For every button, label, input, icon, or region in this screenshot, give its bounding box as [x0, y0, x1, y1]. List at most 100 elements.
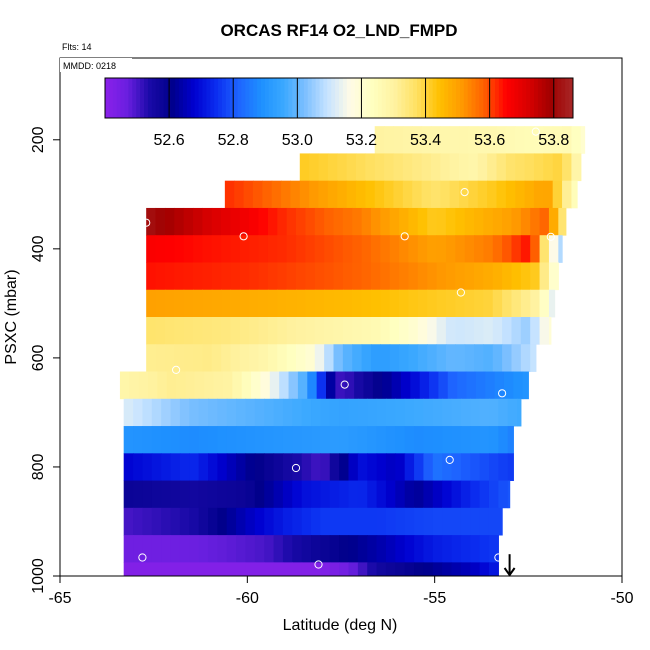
heatmap-cell-11 [432, 426, 443, 454]
heatmap-cell-0 [487, 126, 498, 154]
heatmap-cell-5 [370, 262, 381, 291]
colorbar-segment [335, 78, 340, 118]
colorbar-segment [506, 78, 512, 118]
heatmap-cell-1 [374, 153, 385, 182]
heatmap-cell-14 [404, 507, 415, 536]
heatmap-cell-6 [436, 289, 447, 318]
heatmap-cell-8 [221, 344, 232, 372]
heatmap-cell-4 [258, 235, 269, 263]
heatmap-cell-8 [174, 344, 185, 372]
heatmap-cell-13 [254, 480, 265, 509]
heatmap-cell-11 [123, 426, 134, 454]
heatmap-cell-10 [311, 398, 321, 427]
heatmap-cell-11 [479, 426, 490, 454]
heatmap-cell-14 [498, 507, 503, 536]
date-label: MMDD: 0218 [63, 61, 116, 71]
heatmap-cell-11 [198, 426, 209, 454]
colorbar-tick-label: 53.2 [346, 132, 377, 149]
x-tick-label: -60 [236, 590, 259, 607]
heatmap-cell-2 [384, 180, 395, 209]
heatmap-cell-8 [211, 344, 222, 372]
heatmap-cell-3 [502, 207, 513, 236]
heatmap-cell-1 [487, 153, 498, 182]
heatmap-cell-6 [230, 289, 241, 318]
heatmap-cell-3 [370, 207, 381, 236]
heatmap-cell-16 [217, 562, 228, 577]
colorbar-segment [510, 78, 515, 118]
colorbar-segment [432, 78, 437, 118]
heatmap-cell-9 [194, 371, 205, 400]
colorbar-segment [530, 78, 535, 118]
heatmap-cell-1 [571, 153, 582, 182]
heatmap-cell-9 [354, 371, 365, 400]
heatmap-cell-15 [395, 535, 406, 563]
heatmap-cell-16 [311, 562, 321, 577]
colorbar-segment [479, 78, 484, 118]
heatmap-cell-15 [414, 535, 425, 563]
heatmap-cell-15 [133, 535, 144, 563]
heatmap-cell-12 [301, 453, 312, 481]
heatmap-cell-9 [429, 371, 440, 400]
heatmap-cell-4 [520, 235, 531, 263]
heatmap-cell-14 [133, 507, 144, 536]
heatmap-cell-11 [161, 426, 172, 454]
heatmap-cell-6 [342, 289, 353, 318]
heatmap-cell-5 [445, 262, 456, 291]
heatmap-cell-16 [460, 562, 471, 577]
heatmap-cell-13 [329, 480, 340, 509]
heatmap-cell-16 [329, 562, 340, 577]
data-marker [445, 455, 454, 464]
heatmap-cell-12 [404, 453, 415, 481]
heatmap-cell-9 [485, 371, 496, 400]
colorbar-segment [179, 78, 184, 118]
colorbar-segment [350, 78, 356, 118]
heatmap-cell-5 [333, 262, 344, 291]
heatmap-cell-8 [464, 344, 475, 372]
heatmap-cell-7 [211, 317, 222, 345]
heatmap-cell-2 [402, 180, 413, 209]
heatmap-cell-9 [129, 371, 140, 400]
heatmap-cell-10 [395, 398, 406, 427]
heatmap-cell-2 [571, 180, 578, 209]
colorbar-segment [198, 78, 203, 118]
colorbar-segment [327, 78, 332, 118]
x-tick-label: -55 [423, 590, 446, 607]
heatmap-cell-16 [385, 562, 396, 577]
colorbar-segment [323, 78, 328, 118]
heatmap-cell-6 [520, 289, 531, 318]
heatmap-cell-9 [513, 371, 524, 400]
heatmap-cell-2 [224, 180, 235, 209]
heatmap-cell-11 [367, 426, 378, 454]
heatmap-cell-8 [502, 344, 513, 372]
heatmap-cell-3 [230, 207, 241, 236]
heatmap-cell-16 [226, 562, 237, 577]
colorbar-segment [401, 78, 406, 118]
heatmap-cell-4 [202, 235, 213, 263]
heatmap-cell-4 [417, 235, 428, 263]
heatmap-cell-4 [221, 235, 232, 263]
heatmap-cell-2 [309, 180, 320, 209]
colorbar-segment [522, 78, 527, 118]
heatmap-cell-6 [474, 289, 484, 318]
colorbar-segment [319, 78, 324, 118]
heatmap-cell-9 [438, 371, 449, 400]
heatmap-cell-7 [164, 317, 175, 345]
heatmap-cell-14 [217, 507, 228, 536]
heatmap-cell-13 [432, 480, 443, 509]
heatmap-cell-13 [236, 480, 247, 509]
heatmap-cell-4 [193, 235, 203, 263]
heatmap-cell-13 [170, 480, 181, 509]
heatmap-cell-14 [423, 507, 434, 536]
heatmap-cell-16 [151, 562, 162, 577]
heatmap-cell-4 [277, 235, 288, 263]
heatmap-cell-0 [449, 126, 460, 154]
heatmap-cell-1 [449, 153, 460, 182]
heatmap-cell-5 [464, 262, 475, 291]
heatmap-cell-9 [251, 371, 262, 400]
colorbar-segment [280, 78, 285, 118]
heatmap-cell-6 [286, 289, 297, 318]
heatmap-cell-8 [380, 344, 391, 372]
heatmap-cell-14 [292, 507, 303, 536]
heatmap-cell-9 [363, 371, 374, 400]
heatmap-cell-14 [311, 507, 321, 536]
